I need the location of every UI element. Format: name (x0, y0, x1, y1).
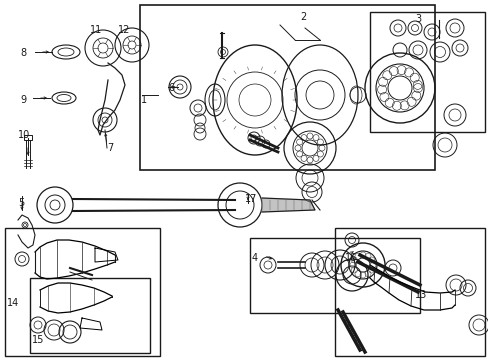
Text: 9: 9 (20, 95, 26, 105)
Text: 6: 6 (168, 83, 174, 93)
Text: 1: 1 (141, 95, 147, 105)
Bar (140, 5, 434, 170)
Bar (30, 278, 150, 353)
Text: 7: 7 (107, 143, 113, 153)
Bar (24, 135, 32, 140)
Text: 10: 10 (18, 130, 30, 140)
Bar (369, 12, 484, 132)
Text: 3: 3 (414, 14, 420, 24)
Text: 5: 5 (18, 198, 24, 208)
Polygon shape (262, 198, 314, 212)
Text: 2: 2 (299, 12, 305, 22)
Text: 12: 12 (118, 25, 130, 35)
Bar (5, 228, 160, 356)
Text: 17: 17 (244, 194, 257, 204)
Bar (249, 238, 419, 313)
Text: 16: 16 (345, 253, 357, 263)
Text: 11: 11 (90, 25, 102, 35)
Bar (334, 228, 484, 356)
Text: 14: 14 (7, 298, 19, 308)
Text: 4: 4 (251, 253, 258, 263)
Text: 8: 8 (20, 48, 26, 58)
Text: 13: 13 (414, 290, 427, 300)
Text: 15: 15 (32, 335, 44, 345)
